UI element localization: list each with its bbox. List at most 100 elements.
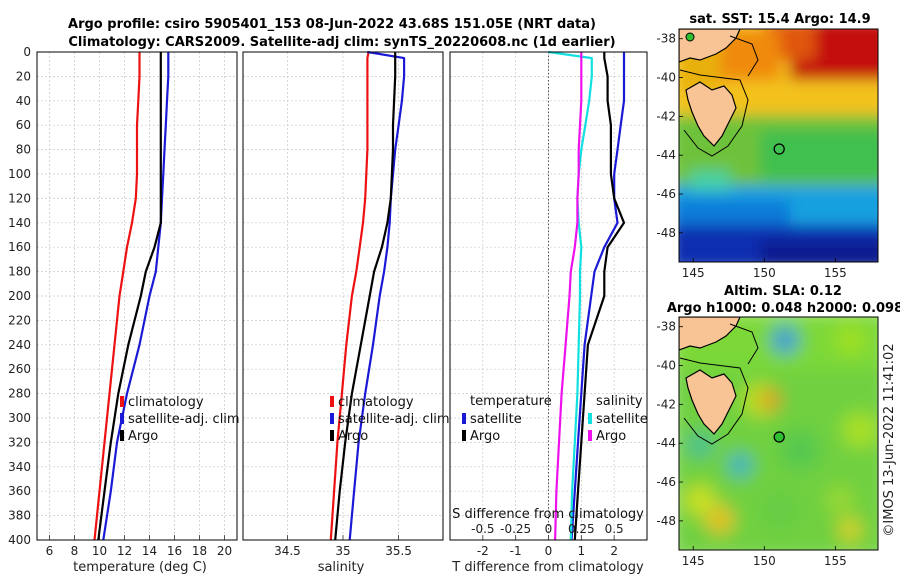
series-line-climatology [329,51,370,541]
legend-title-temperature: temperature [470,394,552,409]
x-tick-label: -1 [510,544,522,558]
legend-label-climatology: climatology [338,395,414,410]
salinity-panel [242,50,444,541]
depth-tick-label: 40 [16,94,31,108]
map-x-tick-label: 145 [682,266,705,280]
difference-legend: temperature satellite Argo salinity sate… [462,394,648,444]
depth-tick-label: 120 [8,191,31,205]
x-tick-label: 0 [545,544,553,558]
figure-title-line2: Climatology: CARS2009. Satellite-adj cli… [68,35,615,50]
credit-stamp: ©IMOS 13-Jun-2022 11:41:02 [882,343,897,536]
sla-map-frame [678,316,879,551]
legend-swatch-t-argo [462,430,466,441]
x-tick-label: 8 [71,544,79,558]
depth-tick-label: 160 [8,240,31,254]
difference-xlabel: T difference from climatology [451,560,644,575]
temperature-panel [36,51,238,541]
tasmania-land [685,81,737,147]
map-y-tick-label: -48 [656,226,676,240]
sst-map [678,28,879,263]
series-line-climatology [93,52,141,541]
legend-swatch-climatology [120,396,124,407]
mainland-land [679,317,741,351]
depth-tick-label: 380 [8,509,31,523]
x-tick-label: 12 [117,544,132,558]
legend-label-argo: Argo [128,429,158,444]
sst-map-title: sat. SST: 15.4 Argo: 14.9 [689,12,870,27]
location-marker [685,32,695,42]
shelf-contour [729,323,759,365]
depth-axis: 0 20 40 60 80 100 120 140 160 180 200 220 240 260 280 3… [8,45,31,547]
sla-map-title-line1: Altim. SLA: 0.12 [724,284,842,299]
map-y-tick-label: -42 [656,397,676,411]
map-y-tick-label: -40 [656,71,676,85]
map-x-tick-label: 150 [753,554,776,568]
depth-tick-label: 300 [8,411,31,425]
s-tick-label: 0.25 [568,522,595,536]
series-line-satellite-adj-clim [348,50,406,541]
x-tick-label: 35 [335,544,350,558]
legend-swatch-climatology [330,396,334,407]
map-y-tick-label: -38 [656,320,676,334]
legend-label-satellite: satellite-adj. clim [128,412,240,427]
depth-tick-label: 60 [16,118,31,132]
legend-swatch-s-argo [588,430,592,441]
depth-tick-label: 400 [8,533,31,547]
legend-label-satellite: satellite-adj. clim [338,412,450,427]
x-tick-label: 1 [578,544,586,558]
plot-frame [449,51,648,541]
sla-map-axes: 145 150 155 -38 -40 -42 -44 -46 -48 [656,320,846,568]
map-y-tick-label: -46 [656,187,676,201]
map-y-tick-label: -44 [656,148,676,162]
s-tick-label: 0.5 [605,522,624,536]
depth-tick-label: 240 [8,338,31,352]
temperature-legend: climatology satellite-adj. clim Argo [120,395,240,444]
shelf-contour [679,69,749,157]
s-difference-ticks: -0.5 -0.25 0 0.25 0.5 [471,522,624,536]
series-line-argo [97,52,162,541]
plot-frame [242,51,444,541]
argo-location-marker [773,431,785,443]
x-tick-label: 18 [192,544,207,558]
map-x-tick-label: 155 [824,554,847,568]
x-tick-label: -2 [477,544,489,558]
figure-title-line1: Argo profile: csiro 5905401_153 08-Jun-2… [68,17,596,32]
legend-swatch-argo [330,430,334,441]
sla-map [678,316,879,551]
plot-frame [36,51,238,541]
legend-swatch-s-satellite [588,413,592,424]
legend-swatch-argo [120,430,124,441]
shelf-contour [729,35,759,77]
depth-tick-label: 100 [8,167,31,181]
x-tick-label: 20 [217,544,232,558]
x-tick-label: 35.5 [385,544,412,558]
salinity-legend: climatology satellite-adj. clim Argo [330,395,450,444]
x-tick-label: 14 [142,544,157,558]
series-line-salinity-argo [554,52,583,541]
depth-tick-label: 200 [8,289,31,303]
series-line-temperature-satellite [570,52,626,541]
map-x-tick-label: 150 [753,266,776,280]
s-tick-label: -0.25 [500,522,531,536]
depth-tick-label: 220 [8,313,31,327]
legend-label-climatology: climatology [128,395,204,410]
legend-swatch-satellite [120,413,124,424]
sst-map-frame [678,28,879,263]
s-tick-label: 0 [545,522,553,536]
x-tick-label: 2 [610,544,618,558]
legend-label-s-argo: Argo [596,429,626,444]
legend-label-s-satellite: satellite [596,412,648,427]
depth-tick-label: 180 [8,265,31,279]
map-x-tick-label: 155 [824,266,847,280]
s-difference-label: S difference from climatology [452,507,644,522]
series-line-argo [334,52,397,541]
depth-tick-label: 340 [8,460,31,474]
legend-swatch-satellite [330,413,334,424]
depth-tick-label: 20 [16,69,31,83]
x-tick-label: 6 [46,544,54,558]
map-y-tick-label: -38 [656,32,676,46]
legend-title-salinity: salinity [596,394,643,409]
series-line-salinity-satellite [548,50,593,541]
sst-map-axes: 145 150 155 -38 -40 -42 -44 -46 -48 [656,32,846,280]
map-y-tick-label: -42 [656,109,676,123]
